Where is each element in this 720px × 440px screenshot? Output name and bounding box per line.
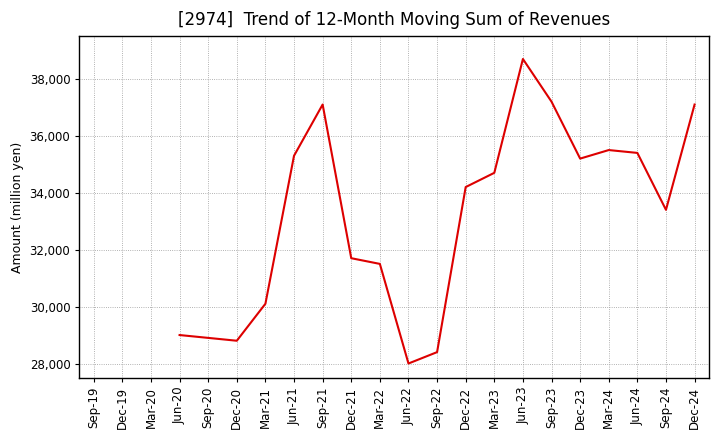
Title: [2974]  Trend of 12-Month Moving Sum of Revenues: [2974] Trend of 12-Month Moving Sum of R… [178,11,611,29]
Y-axis label: Amount (million yen): Amount (million yen) [11,141,24,273]
